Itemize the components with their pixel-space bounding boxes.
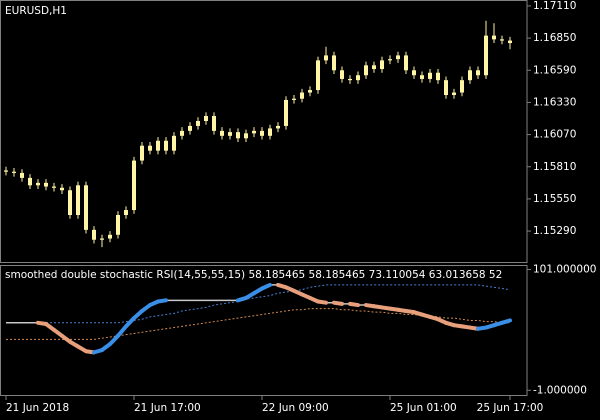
candle-body <box>372 65 376 70</box>
candle-body <box>84 185 88 230</box>
candle-body <box>44 182 48 187</box>
x-tick-label: 21 Jun 17:00 <box>134 402 201 414</box>
candle-body <box>76 185 80 215</box>
candle-body <box>436 72 440 81</box>
candle-body <box>260 130 264 136</box>
candle-body <box>52 186 56 188</box>
indicator-title: smoothed double stochastic RSI(14,55,55,… <box>5 269 502 281</box>
candle-body <box>396 55 400 60</box>
candle-body <box>252 130 256 134</box>
y-tick-label: 1.16070 <box>533 129 576 141</box>
candle-body <box>28 177 32 186</box>
candle-body <box>140 145 144 161</box>
candle-body <box>380 60 384 70</box>
candle-body <box>316 60 320 91</box>
sub-panel-frame <box>0 265 528 396</box>
candle-body <box>452 92 456 96</box>
candle-body <box>100 238 104 240</box>
x-tick-label: 21 Jun 2018 <box>6 402 69 414</box>
candle-body <box>36 182 40 186</box>
y-tick-label: 101.000000 <box>533 264 596 276</box>
candle-body <box>4 170 8 172</box>
candle-body <box>220 130 224 136</box>
candle-body <box>108 234 112 239</box>
candle-body <box>308 90 312 93</box>
trend-segment <box>116 324 128 338</box>
candle-body <box>204 116 208 121</box>
candle-body <box>180 130 184 136</box>
y-tick-label: 1.16590 <box>533 64 576 76</box>
candle-body <box>60 187 64 191</box>
candle-body <box>132 160 136 211</box>
candle-body <box>468 70 472 81</box>
y-tick-label: -1.000000 <box>533 384 587 396</box>
trend-segment <box>156 298 168 304</box>
candle-body <box>356 75 360 81</box>
candle-body <box>340 70 344 79</box>
candle-body <box>236 132 240 139</box>
candle-body <box>244 133 248 139</box>
candle-body <box>420 75 424 79</box>
y-tick-label: 1.16850 <box>533 32 576 44</box>
candle-body <box>276 125 280 129</box>
candle-body <box>404 55 408 71</box>
y-tick-label: 1.15550 <box>533 193 576 205</box>
y-tick-label: 1.17110 <box>533 0 576 12</box>
candle-body <box>116 214 120 235</box>
candle-body <box>292 98 296 100</box>
candle-body <box>364 65 368 76</box>
candle-body <box>68 190 72 215</box>
candle-body <box>332 55 336 71</box>
trend-segment <box>332 300 344 306</box>
candle-body <box>324 55 328 61</box>
candle-body <box>92 229 96 240</box>
x-tick-label: 25 Jun 17:00 <box>477 402 544 414</box>
candle-body <box>492 35 496 40</box>
candle-body <box>156 140 160 151</box>
candle-body <box>348 78 352 81</box>
candle-body <box>460 80 464 93</box>
candle-body <box>412 70 416 76</box>
candle-body <box>300 92 304 99</box>
candle-body <box>228 132 232 136</box>
chart-title: EURUSD,H1 <box>5 5 67 17</box>
candle-body <box>428 72 432 79</box>
candle-body <box>12 171 16 173</box>
main-panel-frame <box>0 0 528 263</box>
y-tick-label: 1.15290 <box>533 225 576 237</box>
candle-body <box>196 120 200 126</box>
band-line <box>6 284 511 324</box>
candle-body <box>164 140 168 151</box>
candle-body <box>188 125 192 131</box>
candle-body <box>268 128 272 136</box>
candle-body <box>500 39 504 41</box>
candle-body <box>444 80 448 96</box>
candle-body <box>476 70 480 76</box>
x-tick-label: 25 Jun 01:00 <box>390 402 457 414</box>
candle-body <box>484 35 488 76</box>
y-tick-label: 1.15810 <box>533 161 576 173</box>
trend-segment <box>348 301 360 308</box>
trend-segment <box>260 282 272 291</box>
candle-body <box>388 59 392 61</box>
trend-segment <box>316 299 328 305</box>
candle-body <box>148 145 152 151</box>
candle-body <box>284 99 288 126</box>
x-tick-label: 22 Jun 09:00 <box>262 402 329 414</box>
candle-body <box>124 210 128 215</box>
band-line <box>6 308 510 340</box>
candle-body <box>508 40 512 44</box>
trend-segment <box>500 318 512 325</box>
y-tick-label: 1.16330 <box>533 96 576 108</box>
candle-body <box>172 135 176 151</box>
candle-body <box>20 172 24 178</box>
candle-body <box>212 116 216 131</box>
